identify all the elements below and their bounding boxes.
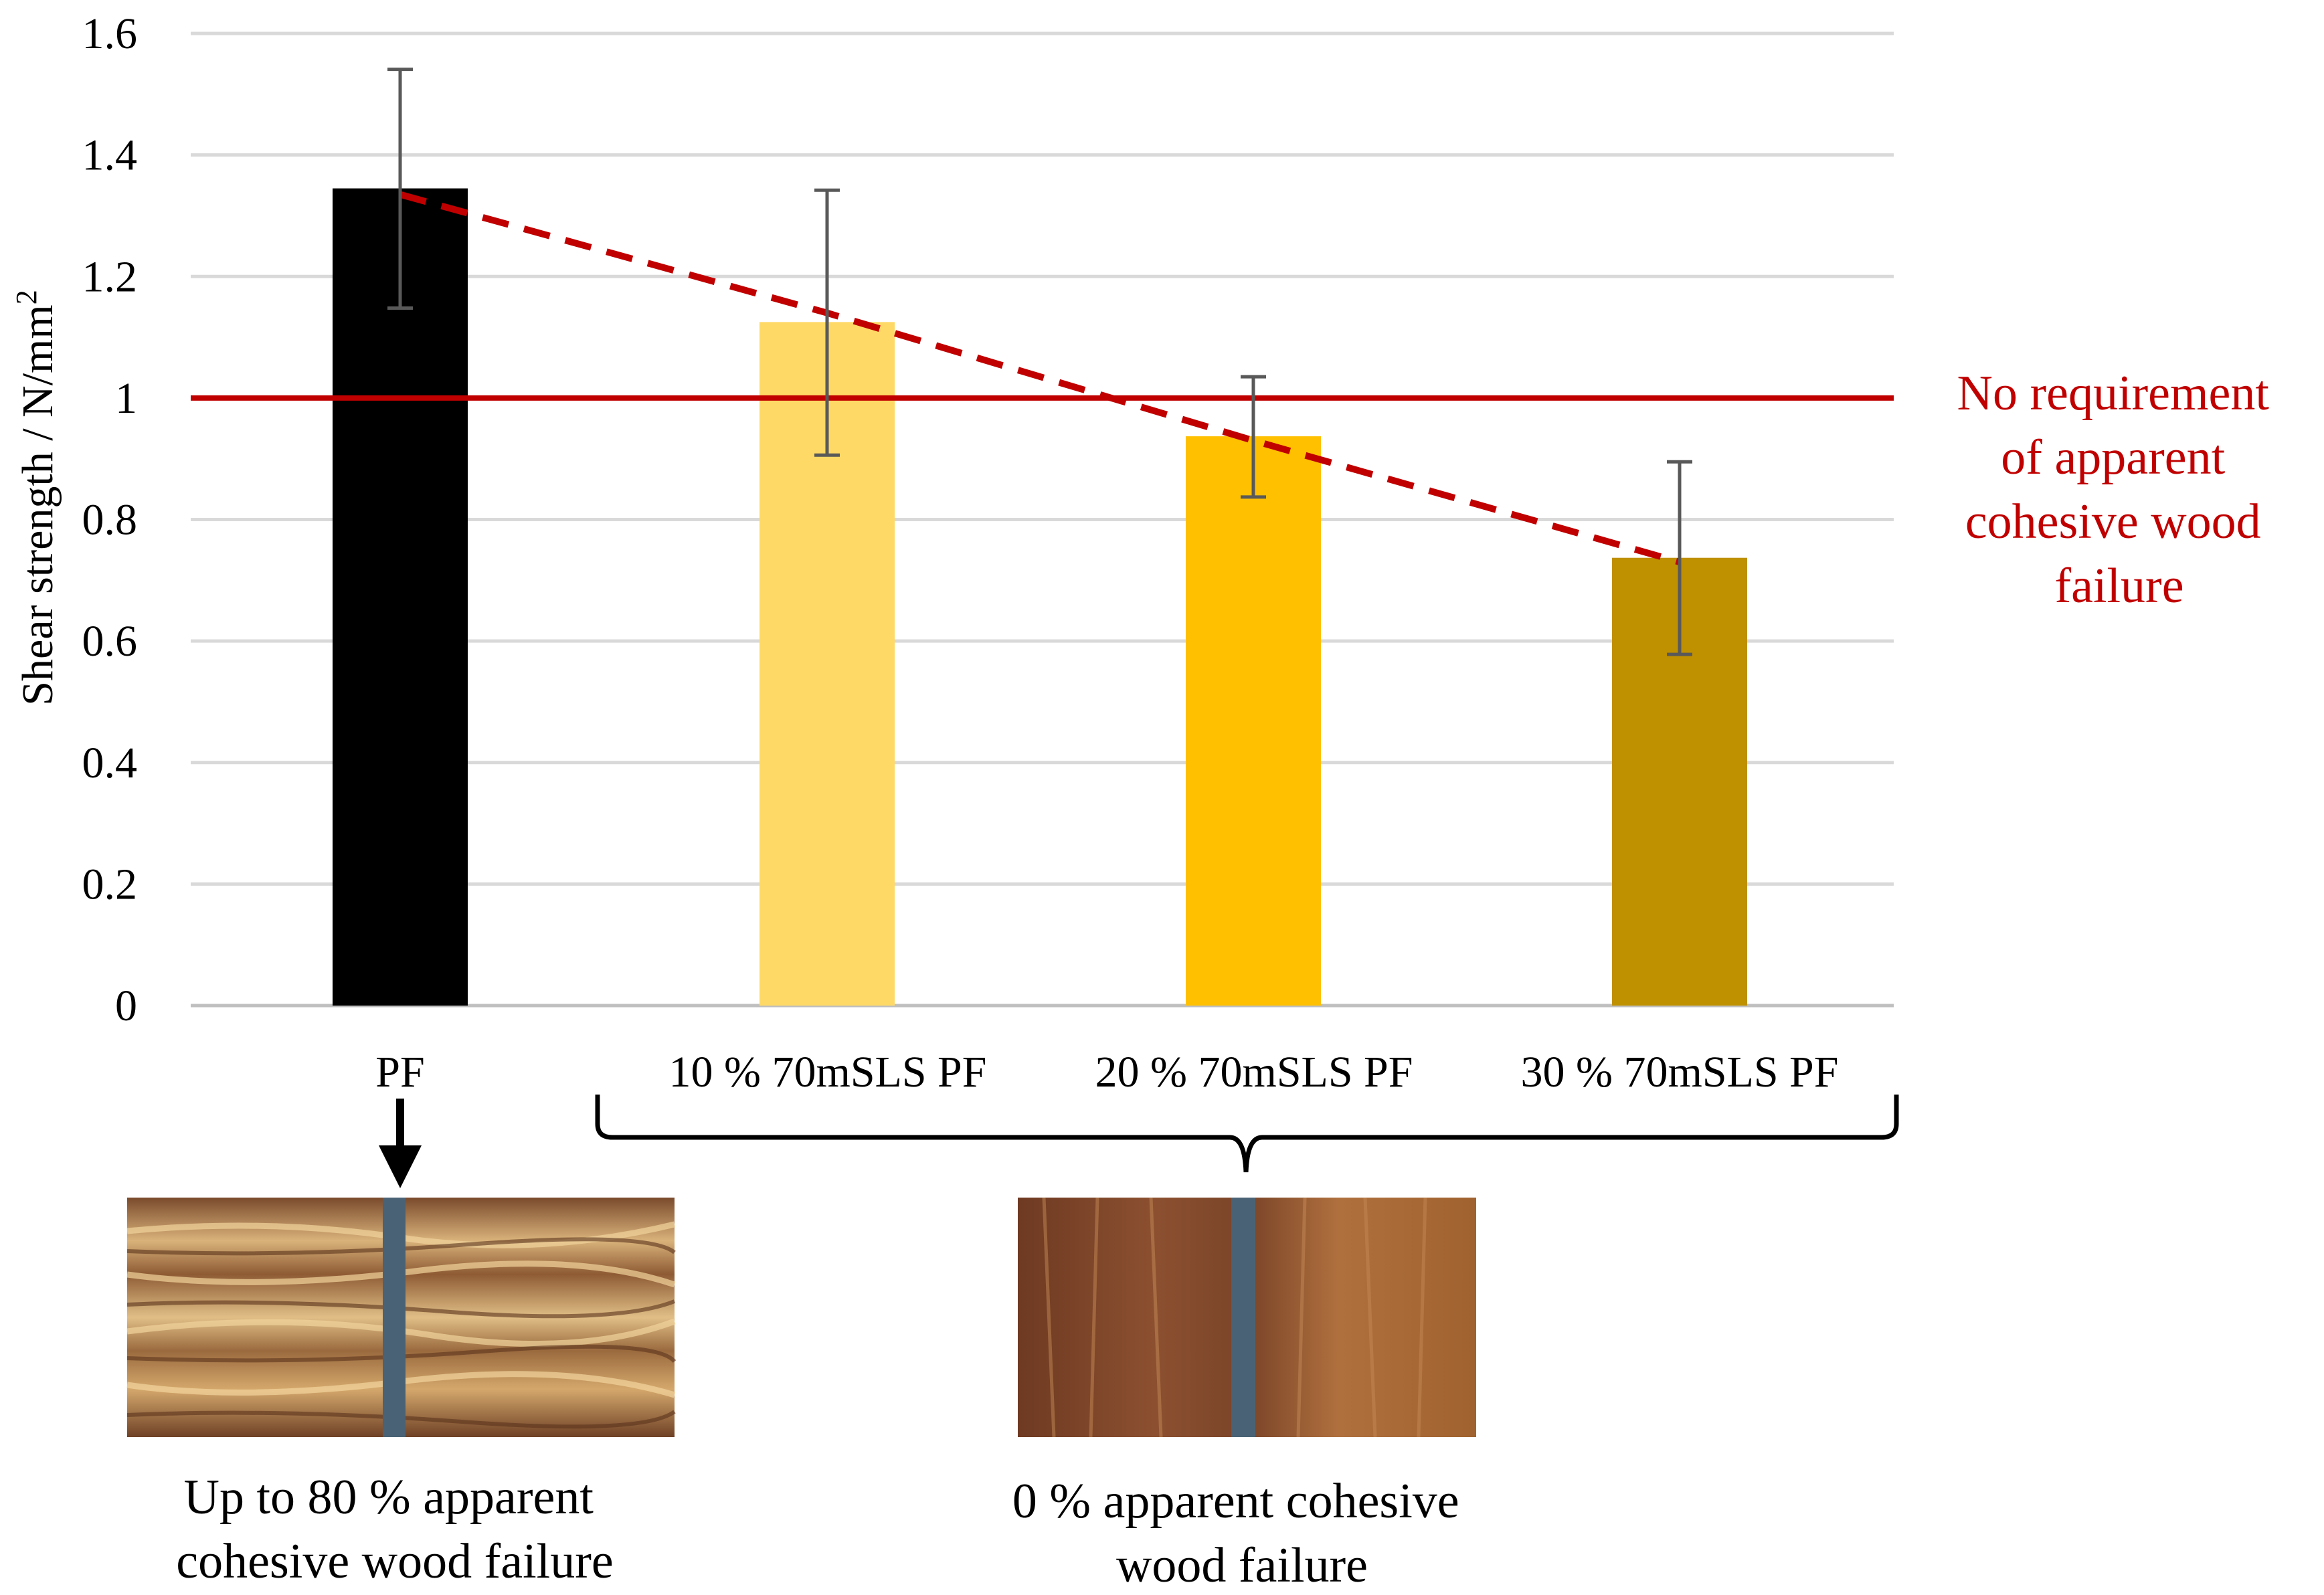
category-label-30: 30 % 70mSLS PF — [1521, 1048, 1839, 1097]
y-tick-label-1: 0.2 — [82, 860, 138, 909]
error-bar-2 — [1241, 375, 1266, 499]
error-bar-0 — [387, 68, 413, 310]
caption-pf: Up to 80 % apparent cohesive wood failur… — [176, 1470, 613, 1589]
y-tick-label-2: 0.4 — [82, 739, 138, 787]
y-axis-ticks: 0 0.2 0.4 0.6 0.8 1 1.2 1.4 1.6 — [82, 9, 138, 1030]
trend-line — [399, 191, 1681, 565]
down-arrow-icon — [379, 1099, 422, 1188]
category-label-10: 10 % 70mSLS PF — [669, 1048, 987, 1097]
trend-line-path — [399, 191, 1681, 565]
y-tick-label-8: 1.6 — [82, 9, 138, 58]
reference-line-label: No requirement of apparent cohesive wood… — [1957, 366, 2282, 614]
y-tick-label-3: 0.6 — [82, 617, 138, 666]
y-axis-title: Shear strength / N/mm2 — [10, 290, 62, 705]
y-tick-label-6: 1.2 — [82, 252, 138, 301]
grouping-brace — [595, 1095, 1899, 1173]
caption-sls: 0 % apparent cohesive wood failure — [1012, 1474, 1471, 1593]
y-tick-label-7: 1.4 — [82, 131, 138, 180]
category-label-pf: PF — [375, 1048, 424, 1097]
error-bar-1 — [814, 188, 840, 457]
y-tick-label-4: 0.8 — [82, 496, 138, 545]
specimen-photo-sls — [1018, 1197, 1476, 1438]
category-label-20: 20 % 70mSLS PF — [1095, 1048, 1413, 1097]
bar-2 — [1186, 436, 1321, 1006]
y-tick-label-0: 0 — [115, 981, 137, 1030]
specimen-photo-pf — [126, 1198, 677, 1437]
bars — [333, 188, 1747, 1006]
category-labels: PF 10 % 70mSLS PF 20 % 70mSLS PF 30 % 70… — [375, 1048, 1838, 1097]
error-bar-3 — [1667, 460, 1692, 656]
bar-0 — [333, 188, 468, 1006]
error-bars — [387, 68, 1692, 656]
y-tick-label-5: 1 — [115, 374, 137, 423]
